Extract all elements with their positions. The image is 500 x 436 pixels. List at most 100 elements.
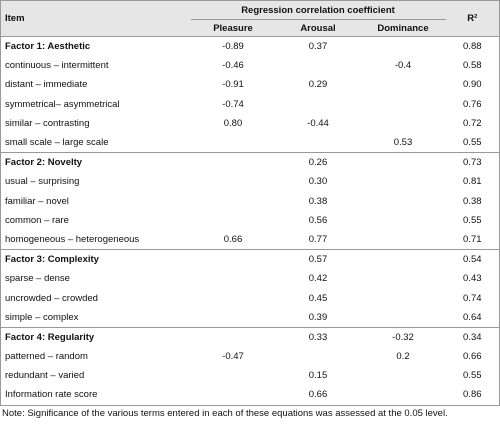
value-cell <box>190 326 276 347</box>
value-cell <box>361 288 446 307</box>
value-cell <box>361 95 446 114</box>
value-cell <box>276 95 361 114</box>
value-cell <box>191 308 276 328</box>
item-header: Item <box>0 0 191 37</box>
item-row: distant – immediate -0.91 0.29 0.90 <box>1 75 500 94</box>
item-cell: symmetrical– asymmetrical <box>5 98 120 110</box>
item-cell: Factor 4: Regularity <box>0 326 191 347</box>
item-row: redundant – varied 0.15 0.55 <box>1 366 500 385</box>
item-row: continuous – intermittent -0.46 -0.4 0.58 <box>1 56 500 75</box>
value-cell: 0.77 <box>308 233 328 245</box>
column-header: Dominance <box>360 19 446 37</box>
value-cell: 0.54 <box>445 249 500 270</box>
value-cell: -0.4 <box>394 60 412 72</box>
value-cell: 0.72 <box>463 117 482 129</box>
column-header: Arousal <box>275 19 361 37</box>
value-cell: 0.88 <box>445 36 500 57</box>
value-cell: -0.91 <box>222 79 244 91</box>
value-cell <box>191 172 276 191</box>
item-cell: Factor 3: Complexity <box>0 249 191 270</box>
item-cell: redundant – varied <box>5 370 85 382</box>
value-cell <box>361 366 446 385</box>
value-cell: 0.38 <box>308 195 328 207</box>
value-cell: -0.44 <box>307 117 329 129</box>
item-row: symmetrical– asymmetrical -0.74 0.76 <box>1 95 500 114</box>
value-cell <box>361 114 446 133</box>
value-cell <box>361 211 446 230</box>
value-cell <box>191 366 276 385</box>
value-cell <box>360 152 446 173</box>
value-cell <box>361 269 446 288</box>
value-cell <box>276 133 361 153</box>
value-cell: 0.39 <box>308 311 328 323</box>
value-cell: 0.43 <box>463 273 482 285</box>
value-cell: 0.2 <box>396 351 410 363</box>
value-cell: -0.46 <box>222 60 244 72</box>
item-cell: small scale – large scale <box>5 137 109 149</box>
item-cell: sparse – dense <box>5 273 70 285</box>
item-cell: continuous – intermittent <box>5 60 109 72</box>
value-cell: 0.74 <box>463 292 482 304</box>
value-cell: 0.53 <box>393 137 413 149</box>
value-cell <box>360 36 446 57</box>
value-cell <box>276 56 361 75</box>
value-cell: 0.66 <box>308 389 328 401</box>
value-cell: 0.66 <box>463 351 482 363</box>
value-cell: 0.80 <box>223 117 243 129</box>
value-cell: -0.32 <box>360 326 446 347</box>
value-cell: 0.55 <box>463 370 482 382</box>
value-cell <box>361 230 446 250</box>
item-cell: Information rate score <box>5 389 98 401</box>
factor-row: Factor 2: Novelty 0.26 0.73 <box>0 152 500 173</box>
value-cell: 0.90 <box>463 79 482 91</box>
value-cell: 0.15 <box>308 370 328 382</box>
item-cell: familiar – novel <box>5 195 69 207</box>
item-row: uncrowded – crowded 0.45 0.74 <box>1 288 500 307</box>
item-row: homogeneous – heterogeneous 0.66 0.77 0.71 <box>1 230 500 250</box>
table-body: Factor 1: Aesthetic -0.89 0.37 0.88 continuo… <box>0 36 500 406</box>
value-cell: 0.55 <box>463 214 482 226</box>
value-cell: 0.42 <box>308 273 328 285</box>
value-cell <box>191 133 276 153</box>
value-cell: 0.57 <box>275 249 361 270</box>
item-row: sparse – dense 0.42 0.43 <box>1 269 500 288</box>
item-row: usual – surprising 0.30 0.81 <box>1 172 500 191</box>
value-cell: 0.81 <box>463 176 482 188</box>
value-cell: 0.38 <box>463 195 482 207</box>
header-row: Pleasure Arousal Dominance <box>1 19 500 37</box>
factor-row: Factor 3: Complexity 0.57 0.54 <box>0 249 500 270</box>
item-row: similar – contrasting 0.80 -0.44 0.72 <box>1 114 500 133</box>
value-cell <box>276 347 361 366</box>
item-cell: uncrowded – crowded <box>5 292 98 304</box>
value-cell <box>191 192 276 211</box>
value-cell <box>190 249 276 270</box>
value-cell: -0.89 <box>190 36 276 57</box>
column-header: Pleasure <box>190 19 276 37</box>
item-row: common – rare 0.56 0.55 <box>1 211 500 230</box>
value-cell <box>191 269 276 288</box>
value-cell: 0.37 <box>275 36 361 57</box>
group-header: Regression correlation coefficient <box>190 0 446 20</box>
value-cell <box>361 308 446 328</box>
item-cell: simple – complex <box>5 311 79 323</box>
value-cell: 0.33 <box>275 326 361 347</box>
item-row: familiar – novel 0.38 0.38 <box>1 192 500 211</box>
item-cell: distant – immediate <box>5 79 88 91</box>
value-cell: 0.56 <box>308 214 328 226</box>
item-cell: Factor 2: Novelty <box>0 152 191 173</box>
item-row: Information rate score 0.66 0.86 <box>1 385 500 405</box>
note: Note: Significance of the various terms … <box>2 407 448 419</box>
factor-row: Factor 1: Aesthetic -0.89 0.37 0.88 <box>0 36 500 57</box>
item-row: simple – complex 0.39 0.64 <box>1 308 500 328</box>
value-cell: 0.34 <box>445 326 500 347</box>
value-cell: 0.86 <box>463 389 482 401</box>
value-cell: -0.74 <box>222 98 244 110</box>
r2-header: R² <box>445 0 500 37</box>
item-cell: similar – contrasting <box>5 117 90 129</box>
item-cell: Factor 1: Aesthetic <box>0 36 191 57</box>
value-cell <box>361 172 446 191</box>
results-table: Item Regression correlation coefficient … <box>0 0 500 406</box>
value-cell <box>361 385 446 405</box>
value-cell <box>190 152 276 173</box>
